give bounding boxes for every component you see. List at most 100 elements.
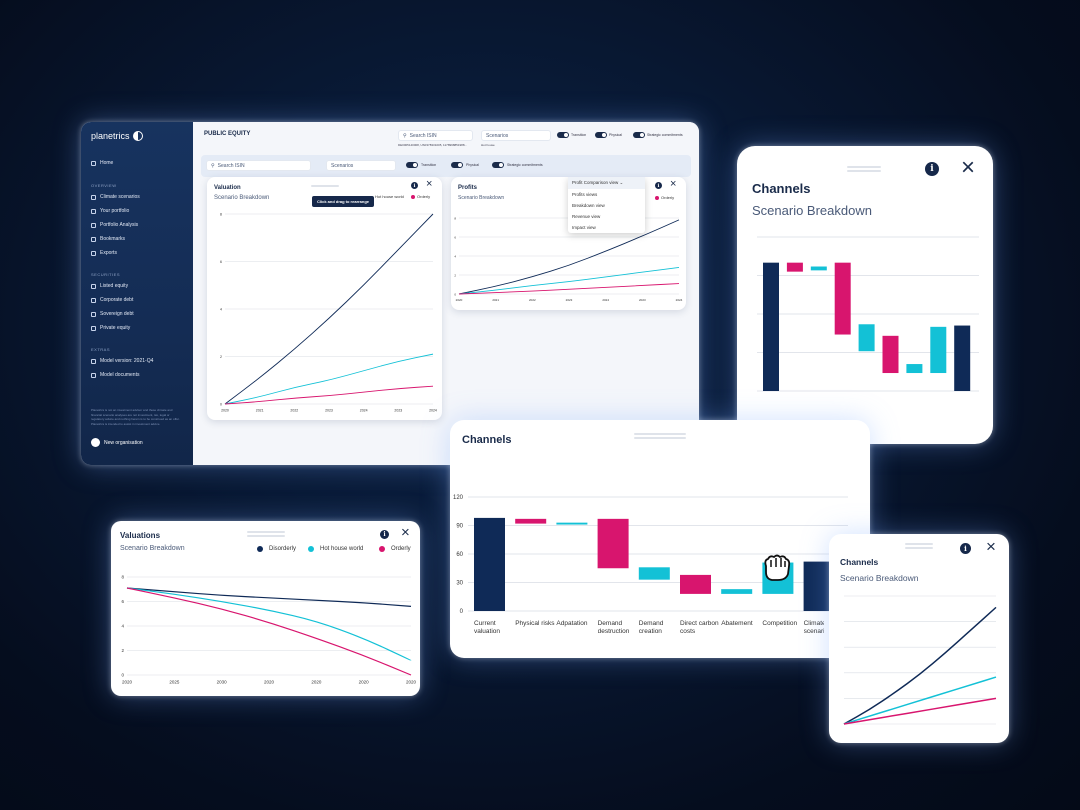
sidebar-item-label: Home — [100, 160, 114, 166]
toggle-physical-top[interactable] — [595, 132, 607, 138]
legend-dot — [308, 546, 314, 552]
sidebar-section-securities: SECURITIES — [91, 272, 121, 277]
info-icon[interactable]: i — [960, 543, 971, 554]
hot-house-chip: Hot house — [481, 143, 495, 147]
toggle-transition[interactable] — [406, 162, 418, 168]
drag-handle[interactable] — [634, 433, 686, 435]
sidebar-item[interactable]: Model version: 2021-Q4 — [91, 358, 153, 364]
sidebar: planetrics Home OVERVIEW Climate scenari… — [81, 122, 193, 465]
x-tick-label: 2023 — [394, 409, 402, 413]
export-icon — [91, 250, 96, 256]
y-tick-label: 4 — [121, 624, 124, 629]
view-dropdown[interactable]: Profit Comparison view ⌄ Profits views B… — [568, 177, 645, 233]
card-title: Channels — [840, 557, 879, 567]
search-input[interactable]: ⚲ Search ISIN — [206, 160, 311, 171]
document-icon — [91, 372, 96, 378]
info-icon[interactable]: i — [655, 182, 662, 189]
legend-label: Hot house world — [320, 546, 364, 552]
card-title: Channels — [462, 434, 512, 446]
sidebar-item[interactable]: Sovereign debt — [91, 311, 134, 317]
sidebar-item[interactable]: Model documents — [91, 372, 139, 378]
valuations-line-chart: 0 2 4 6 8 2020 2025 2030 2020 2020 2020 2020 — [121, 575, 417, 685]
legend-label: Orderly — [417, 194, 431, 199]
valuation-panel[interactable]: Valuation Scenario Breakdown Click and d… — [207, 177, 442, 420]
profits-panel[interactable]: Profits Scenario Breakdown Orderly i × 0… — [451, 177, 686, 310]
info-icon[interactable]: i — [411, 182, 418, 189]
drag-handle[interactable] — [311, 185, 339, 187]
y-tick-label: 8 — [121, 575, 124, 580]
sidebar-item[interactable]: Portfolio Analysis — [91, 222, 138, 228]
x-tick-label: 2022 — [529, 298, 536, 302]
x-tick-label: 2023 — [639, 298, 646, 302]
toggle-label: Transition — [421, 163, 437, 167]
x-tick-label: 2020 — [359, 680, 370, 685]
close-icon[interactable]: × — [401, 524, 410, 541]
organisation-switcher[interactable]: New organisation — [91, 438, 143, 447]
y-tick-label: 6 — [454, 236, 456, 240]
channels-card-bottom-right[interactable]: Channels Scenario Breakdown i × — [829, 534, 1009, 743]
close-icon[interactable]: × — [961, 154, 976, 181]
sidebar-item[interactable]: Exports — [91, 250, 117, 256]
sidebar-item-home[interactable]: Home — [91, 160, 113, 166]
close-icon[interactable]: × — [986, 537, 996, 556]
drag-handle[interactable] — [247, 531, 285, 533]
legend-dot — [411, 194, 415, 199]
sidebar-item[interactable]: Corporate debt — [91, 297, 133, 303]
series-line-hot-house-world — [458, 266, 680, 295]
search-input-top[interactable]: ⚲ Search ISIN — [398, 130, 473, 141]
sidebar-item[interactable]: Listed equity — [91, 283, 128, 289]
series-line-orderly — [224, 385, 434, 405]
waterfall-bar — [882, 335, 899, 374]
waterfall-bar — [721, 589, 753, 594]
channels-card-top-right[interactable]: Channels Scenario Breakdown i × — [737, 146, 993, 444]
dropdown-item[interactable]: Profits views — [572, 192, 598, 197]
legend-dot — [379, 546, 385, 552]
isin-chips: DE0005140008, US0378331005, 117899885198… — [398, 143, 468, 147]
sidebar-item-label: Climate scenarios — [100, 194, 140, 200]
close-icon[interactable]: × — [670, 178, 677, 190]
toggle-physical[interactable] — [451, 162, 463, 168]
card-subtitle: Scenario Breakdown — [120, 545, 185, 552]
x-tick-label: 2030 — [217, 680, 228, 685]
dropdown-item[interactable]: Breakdown view — [572, 203, 605, 208]
sidebar-item[interactable]: Your portfolio — [91, 208, 129, 214]
chevron-down-icon: ⌄ — [619, 180, 624, 185]
series-line-disorderly — [458, 219, 680, 295]
y-tick-label: 4 — [220, 308, 222, 312]
sidebar-item[interactable]: Private equity — [91, 325, 130, 331]
toggle-strategic-top[interactable] — [633, 132, 645, 138]
toggle-label: Physical — [466, 163, 480, 167]
toggle-transition-top[interactable] — [557, 132, 569, 138]
scenarios-select-top[interactable]: Scenarios — [481, 130, 551, 141]
channels-card-center[interactable]: Channels 0 30 60 90 120 Current valuation Phy… — [450, 420, 870, 658]
panel-title: Profits — [458, 185, 478, 191]
scenarios-select[interactable]: Scenarios — [326, 160, 396, 171]
waterfall-bar — [556, 522, 588, 525]
info-icon[interactable]: i — [925, 162, 939, 176]
sidebar-item-label: Portfolio Analysis — [100, 222, 139, 228]
valuations-card[interactable]: Valuations Scenario Breakdown i × Disord… — [111, 521, 420, 696]
drag-handle[interactable] — [905, 543, 933, 545]
drag-handle[interactable] — [847, 166, 881, 168]
sidebar-item[interactable]: Bookmarks — [91, 236, 125, 242]
waterfall-bar — [786, 262, 803, 272]
x-tick-label: 2025 — [169, 680, 180, 685]
legend-dot — [257, 546, 263, 552]
waterfall-bar — [515, 518, 547, 524]
dropdown-item[interactable]: Profit Comparison view ⌄ — [568, 177, 645, 189]
logo[interactable]: planetrics — [91, 131, 143, 141]
x-tick-label: 2020 — [406, 680, 417, 685]
dropdown-item[interactable]: Impact view — [572, 225, 596, 230]
waterfall-bar — [906, 364, 923, 374]
sidebar-item[interactable]: Climate scenarios — [91, 194, 140, 200]
legend-label: Disorderly — [269, 546, 297, 552]
info-icon[interactable]: i — [380, 530, 389, 539]
toggle-label: Strategic commitments — [647, 133, 683, 137]
toggle-strategic[interactable] — [492, 162, 504, 168]
dropdown-item[interactable]: Revenue view — [572, 214, 601, 219]
waterfall-bar — [763, 262, 779, 391]
x-tick-label: 2020 — [456, 298, 463, 302]
close-icon[interactable]: × — [426, 178, 433, 190]
waterfall-bar — [638, 567, 670, 580]
grab-cursor-icon — [764, 554, 791, 581]
